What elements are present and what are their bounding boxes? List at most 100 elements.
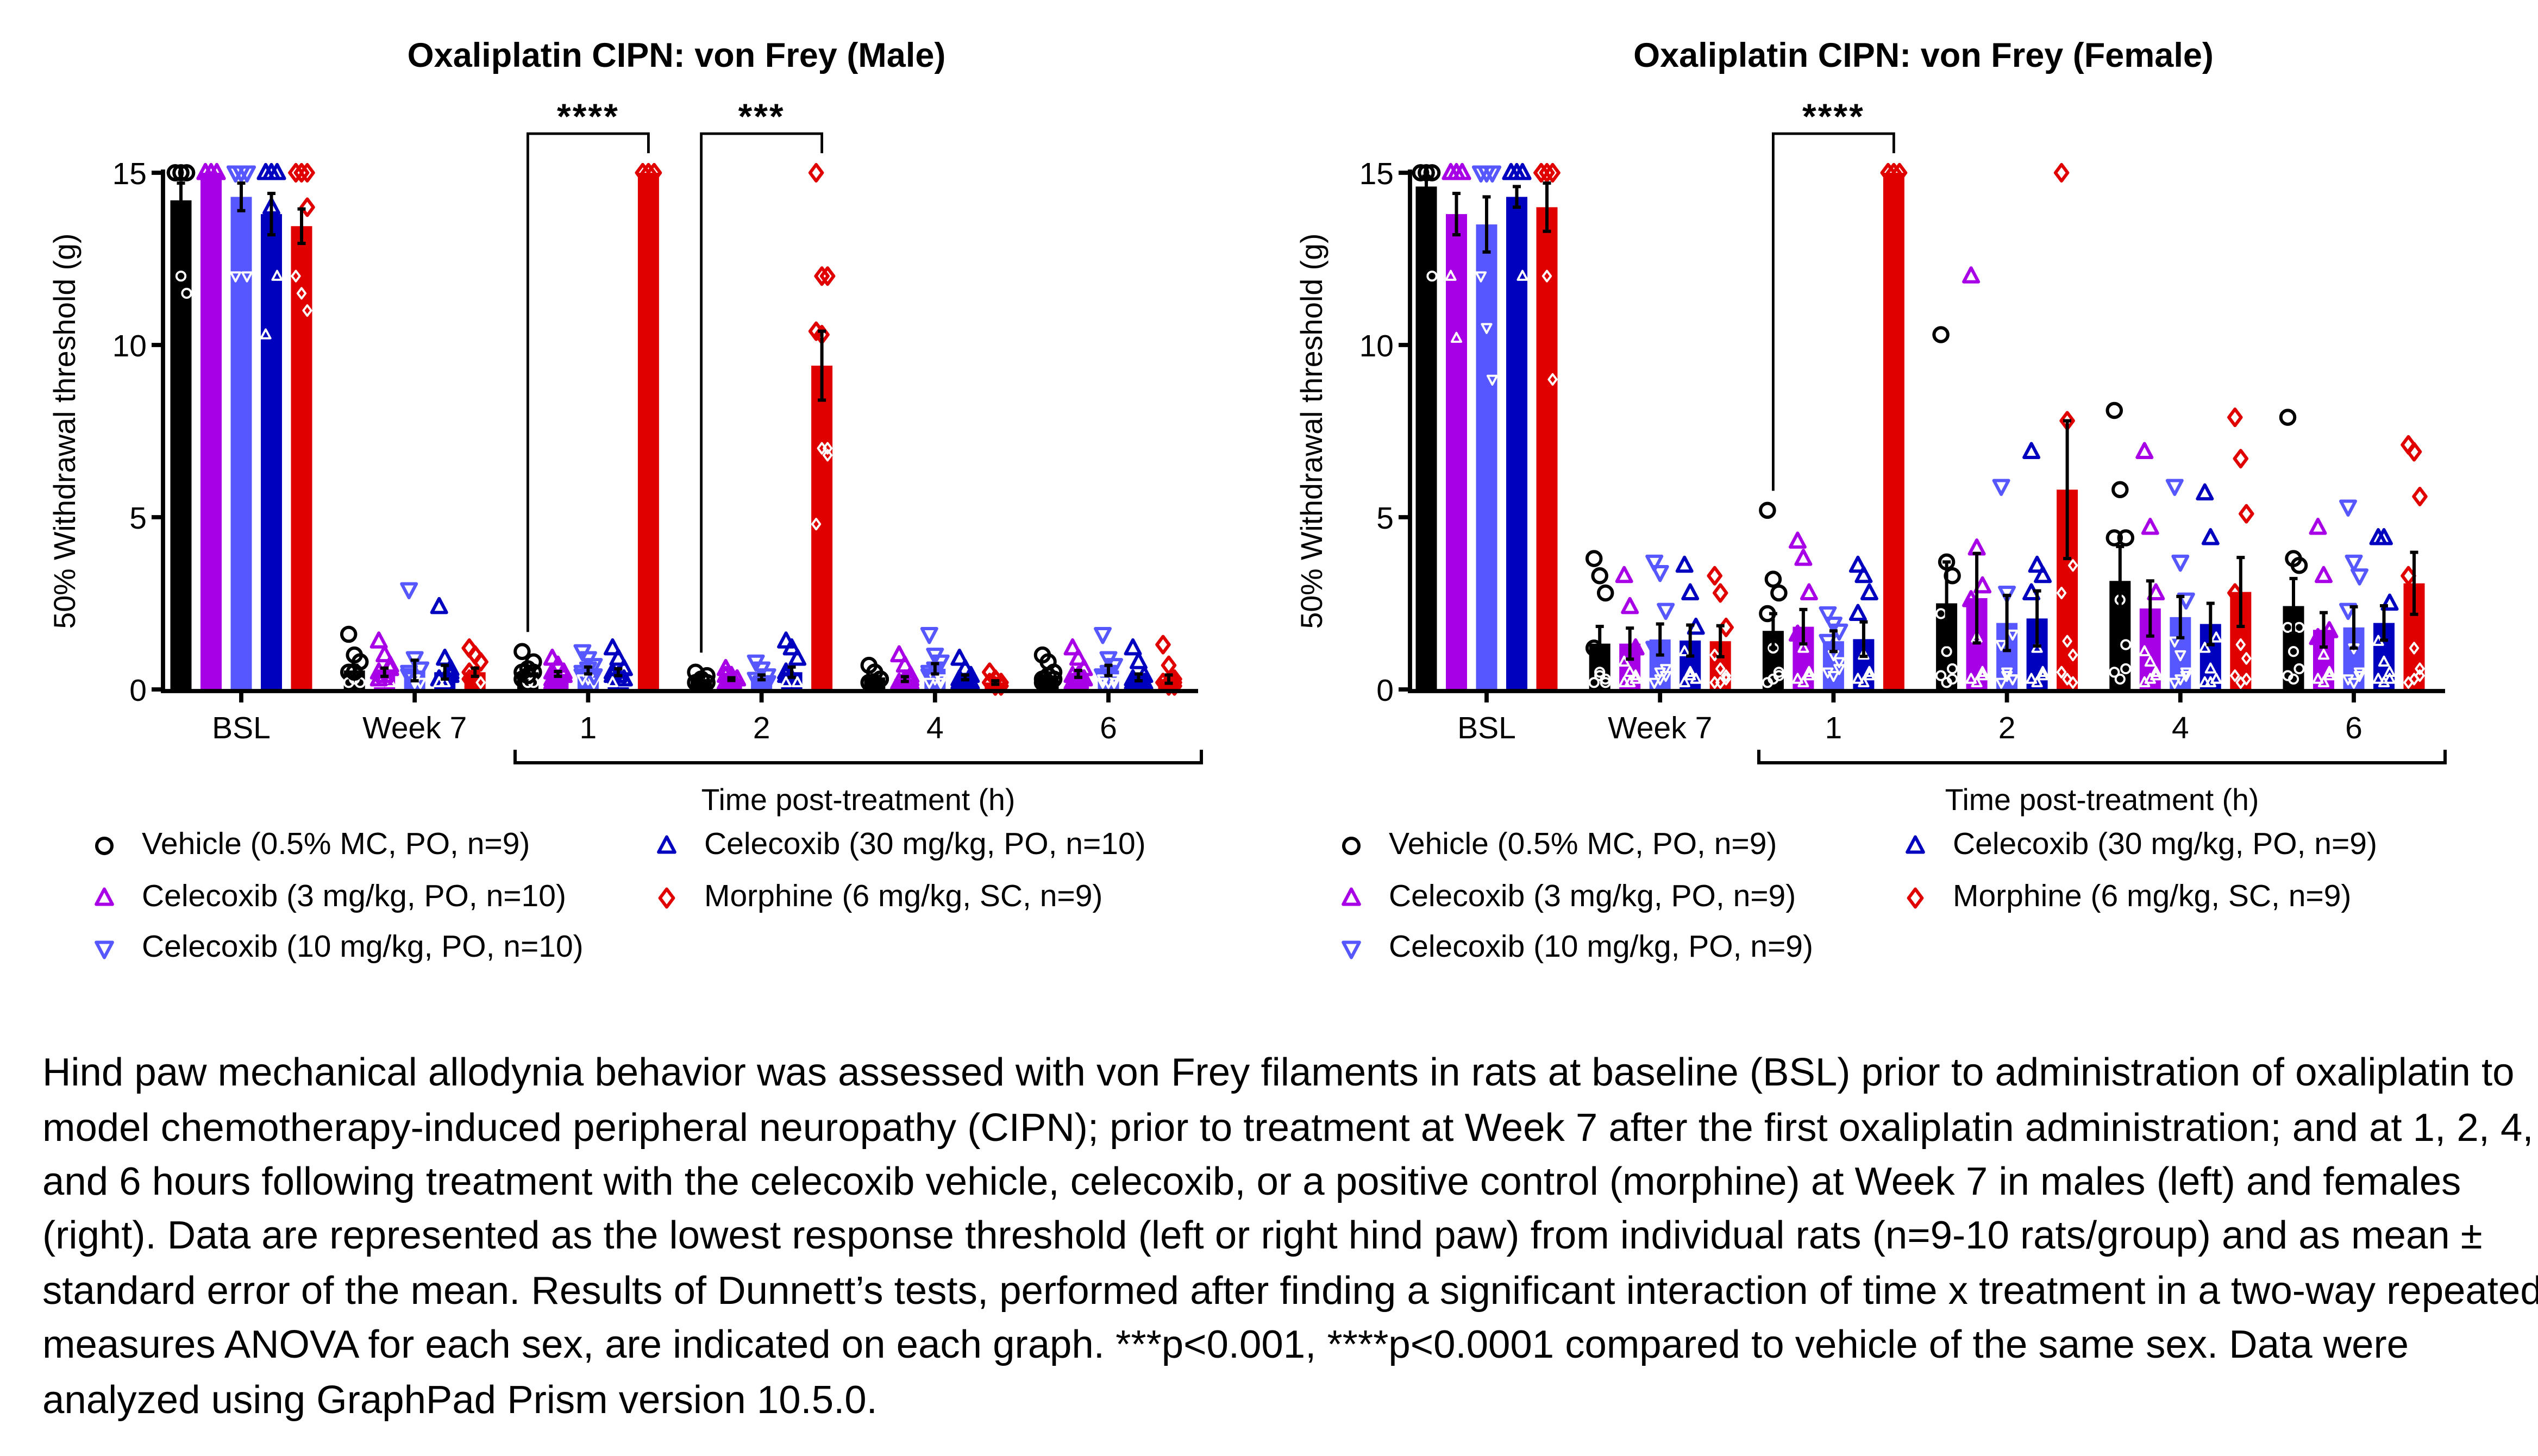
error-bar xyxy=(1482,195,1491,254)
data-point xyxy=(1678,676,1690,687)
data-point xyxy=(2317,676,2330,687)
data-point xyxy=(513,643,531,661)
data-point xyxy=(1971,676,1983,687)
data-point xyxy=(2037,669,2049,681)
data-point xyxy=(2177,592,2195,610)
y-tick-label: 10 xyxy=(112,329,147,363)
data-point xyxy=(1621,597,1639,614)
data-point xyxy=(1791,673,1803,684)
data-point xyxy=(1770,584,1788,602)
error-bar xyxy=(2349,605,2358,650)
legend-item: Celecoxib (30 mg/kg, PO, n=9) xyxy=(1901,828,2377,864)
data-point xyxy=(1481,323,1493,334)
data-point xyxy=(351,653,369,671)
data-point xyxy=(2406,442,2422,462)
data-point xyxy=(1946,663,1958,675)
data-point xyxy=(2034,566,2052,583)
data-point xyxy=(811,518,822,531)
data-point xyxy=(2339,603,2357,620)
error-bar xyxy=(267,192,275,237)
chart-title: Oxaliplatin CIPN: von Frey (Male) xyxy=(408,36,946,74)
legend-marker xyxy=(95,940,114,959)
data-point xyxy=(1715,662,1726,675)
bar xyxy=(291,226,312,689)
data-point xyxy=(232,165,250,183)
data-point xyxy=(2412,486,2428,506)
legend-item: Celecoxib (10 mg/kg, PO, n=10) xyxy=(90,931,584,967)
data-point xyxy=(1539,163,1555,183)
data-point xyxy=(1854,566,1873,583)
data-point xyxy=(2309,627,2327,645)
data-point xyxy=(2210,673,2222,684)
legend-label: Vehicle (0.5% MC, PO, n=9) xyxy=(142,828,530,862)
data-point xyxy=(2028,555,2046,573)
x-tick-label: 4 xyxy=(2172,711,2189,745)
data-point xyxy=(441,662,460,680)
x-tick-label: 1 xyxy=(580,711,597,745)
data-point xyxy=(2235,638,2246,651)
error-bar xyxy=(380,666,389,678)
data-point xyxy=(208,163,226,180)
data-point xyxy=(1545,163,1561,183)
error-bar xyxy=(1686,623,1695,658)
bar xyxy=(230,197,252,689)
significance-bracket xyxy=(700,132,823,653)
data-point xyxy=(1932,326,1950,343)
data-point xyxy=(525,653,542,671)
legend-label: Vehicle (0.5% MC, PO, n=9) xyxy=(1389,828,1777,862)
significance-label: **** xyxy=(557,96,619,136)
data-point xyxy=(296,287,307,300)
data-point xyxy=(1624,676,1636,687)
data-point xyxy=(1891,163,1908,183)
data-point xyxy=(1615,566,1633,583)
data-point xyxy=(1827,670,1839,682)
data-point xyxy=(2109,667,2120,678)
data-point xyxy=(196,163,215,180)
data-point xyxy=(2165,479,2184,496)
data-point xyxy=(2144,673,2156,684)
data-point xyxy=(1962,590,1981,607)
data-point xyxy=(646,163,662,183)
data-point xyxy=(1833,657,1845,668)
data-point xyxy=(758,675,776,693)
data-point xyxy=(1690,673,1702,684)
data-point xyxy=(2233,449,2249,469)
data-point xyxy=(1803,669,1815,681)
data-point xyxy=(935,677,947,689)
data-point xyxy=(1063,673,1082,690)
data-point xyxy=(1995,677,2007,689)
error-bar xyxy=(1422,174,1431,199)
data-point xyxy=(172,164,190,181)
triangle-up-marker-icon xyxy=(1342,887,1361,906)
x-axis-bracket xyxy=(1757,750,2447,764)
data-point xyxy=(2309,518,2327,535)
legend-label: Celecoxib (10 mg/kg, PO, n=10) xyxy=(142,931,584,965)
legend-marker xyxy=(658,887,675,908)
y-tick-label: 5 xyxy=(129,501,147,536)
data-point xyxy=(1453,163,1471,180)
data-point xyxy=(2171,554,2190,572)
triangle-up-marker-icon xyxy=(1906,835,1925,854)
data-point xyxy=(229,271,242,283)
data-point xyxy=(1649,677,1660,689)
data-point xyxy=(2141,518,2159,535)
error-bar xyxy=(787,665,796,679)
x-tick-label: 2 xyxy=(1998,711,2016,745)
data-point xyxy=(576,674,588,686)
data-point xyxy=(260,328,272,340)
legend-label: Celecoxib (10 mg/kg, PO, n=9) xyxy=(1389,931,1813,965)
data-point xyxy=(1709,649,1720,662)
significance-bracket xyxy=(1772,132,1895,491)
data-point xyxy=(1788,531,1807,549)
data-point xyxy=(1848,604,1867,622)
data-point xyxy=(2139,645,2151,656)
data-point xyxy=(2174,674,2186,686)
bar xyxy=(1536,207,1558,689)
data-point xyxy=(1684,669,1696,681)
error-bar xyxy=(1074,669,1082,679)
bar xyxy=(170,200,192,690)
data-point xyxy=(2007,674,2019,686)
data-point xyxy=(1712,583,1728,603)
data-point xyxy=(2144,655,2156,667)
data-point xyxy=(585,668,603,686)
